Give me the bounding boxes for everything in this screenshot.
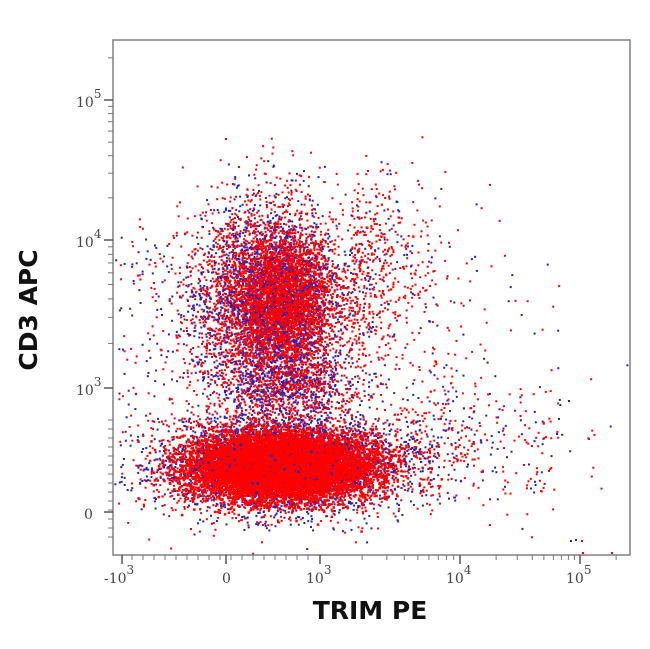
- x-tick-label: 0: [222, 571, 231, 587]
- x-tick-label: 103: [306, 563, 331, 587]
- x-axis-tick-labels: -103 0 103 104 105: [104, 563, 591, 587]
- x-tick-label: 104: [446, 563, 472, 587]
- y-tick-label: 105: [76, 87, 101, 111]
- y-axis-tick-labels: 0 103 104 105: [76, 87, 102, 523]
- y-axis-ticks: [104, 57, 113, 538]
- y-tick-label: 103: [76, 375, 101, 399]
- data-points: [114, 136, 629, 555]
- y-tick-label: 104: [76, 227, 102, 251]
- x-tick-label: -103: [104, 563, 134, 587]
- x-axis-ticks: [121, 555, 617, 564]
- y-axis-label: CD3 APC: [14, 249, 43, 370]
- x-tick-label: 105: [566, 563, 591, 587]
- x-axis-label: TRIM PE: [240, 596, 500, 625]
- y-tick-label: 0: [84, 507, 93, 523]
- plot-frame: [112, 39, 631, 556]
